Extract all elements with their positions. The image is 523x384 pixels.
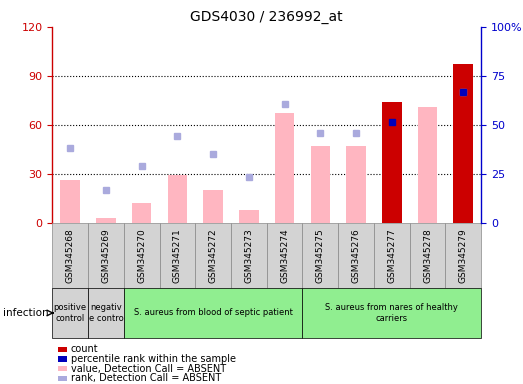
Bar [88, 288, 124, 338]
Text: count: count [71, 344, 98, 354]
Text: GSM345279: GSM345279 [459, 228, 468, 283]
Title: GDS4030 / 236992_at: GDS4030 / 236992_at [190, 10, 343, 25]
Bar [52, 288, 88, 338]
Bar [418, 107, 437, 223]
Text: positive
control: positive control [53, 303, 87, 323]
Bar [338, 223, 374, 288]
Text: S. aureus from nares of healthy
carriers: S. aureus from nares of healthy carriers [325, 303, 458, 323]
Bar [302, 223, 338, 288]
Text: GSM345272: GSM345272 [209, 228, 218, 283]
Bar [382, 102, 402, 223]
Bar [239, 210, 259, 223]
Bar [195, 223, 231, 288]
Bar [446, 223, 481, 288]
Bar [267, 223, 302, 288]
Bar [132, 203, 152, 223]
Bar [346, 146, 366, 223]
Bar [410, 223, 446, 288]
Text: GSM345275: GSM345275 [316, 228, 325, 283]
Bar [203, 190, 223, 223]
Bar [96, 218, 116, 223]
Bar [231, 223, 267, 288]
Text: GSM345274: GSM345274 [280, 228, 289, 283]
Bar [52, 223, 88, 288]
Text: GSM345273: GSM345273 [244, 228, 253, 283]
Text: value, Detection Call = ABSENT: value, Detection Call = ABSENT [71, 364, 226, 374]
Bar [60, 180, 80, 223]
Bar [374, 223, 410, 288]
Bar [453, 65, 473, 223]
Bar [311, 146, 330, 223]
Bar [275, 113, 294, 223]
Text: GSM345269: GSM345269 [101, 228, 110, 283]
Bar [453, 65, 473, 223]
Text: GSM345270: GSM345270 [137, 228, 146, 283]
Text: percentile rank within the sample: percentile rank within the sample [71, 354, 235, 364]
Text: negativ
e contro: negativ e contro [88, 303, 123, 323]
Text: rank, Detection Call = ABSENT: rank, Detection Call = ABSENT [71, 373, 221, 383]
Text: GSM345277: GSM345277 [388, 228, 396, 283]
Bar [167, 175, 187, 223]
Text: S. aureus from blood of septic patient: S. aureus from blood of septic patient [134, 308, 292, 318]
Bar [160, 223, 195, 288]
Bar [124, 288, 302, 338]
Bar [302, 288, 481, 338]
Text: GSM345271: GSM345271 [173, 228, 182, 283]
Text: GSM345268: GSM345268 [66, 228, 75, 283]
Bar [124, 223, 160, 288]
Text: infection: infection [3, 308, 48, 318]
Text: GSM345278: GSM345278 [423, 228, 432, 283]
Text: GSM345276: GSM345276 [351, 228, 360, 283]
Bar [382, 102, 402, 223]
Bar [88, 223, 124, 288]
